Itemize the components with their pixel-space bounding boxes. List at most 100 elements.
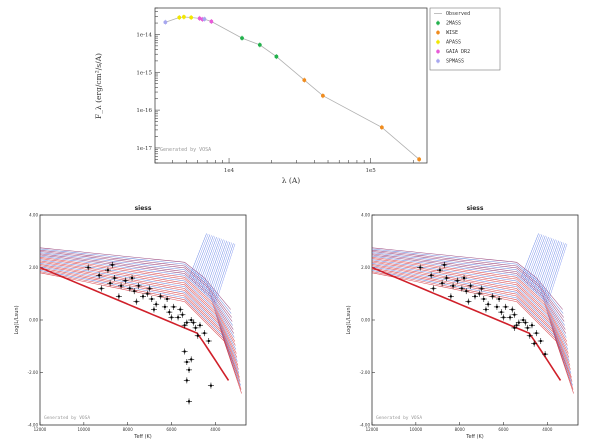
hr-left-isochrone <box>39 252 233 326</box>
hr-right-track <box>526 235 546 285</box>
hr-right-track <box>528 236 548 286</box>
hr-right-track <box>542 241 563 300</box>
hr-left-track <box>215 243 236 305</box>
hr-right-isochrone <box>371 253 566 330</box>
hr-right-isochrone <box>371 263 570 362</box>
hr-right-star-point <box>441 282 444 285</box>
hr-right-isochrone <box>371 251 565 322</box>
hr-left-zams-line <box>39 266 230 381</box>
hr-right-y-tick-label: 0.00 <box>361 318 370 323</box>
sed-watermark: Generated by VOSA <box>160 147 211 153</box>
hr-left-star-point <box>198 324 201 327</box>
hr-left-x-tick-label: 12000 <box>34 427 47 432</box>
hr-left-star-point <box>117 295 120 298</box>
hr-left-isochrone <box>39 265 239 370</box>
hr-left-star-point <box>106 269 109 272</box>
hr-left-isochrone <box>39 251 233 322</box>
hr-left-star-point <box>170 316 173 319</box>
hr-left-track <box>190 233 209 280</box>
hr-right-star-point <box>452 284 455 287</box>
hr-left-x-tick-label: 6000 <box>166 427 177 432</box>
hr-right-isochrone <box>371 267 572 378</box>
hr-right-star-point <box>491 295 494 298</box>
hr-left-star-point <box>120 284 123 287</box>
hr-left-xlabel: Teff (K) <box>133 434 152 440</box>
hr-right-star-point <box>460 287 463 290</box>
hr-left-star-point <box>133 290 136 293</box>
hr-left-isochrone <box>39 248 232 314</box>
hr-right-track <box>539 240 559 297</box>
hr-left-star-point <box>172 305 175 308</box>
hr-right-star-point <box>530 324 533 327</box>
hr-right-star-point <box>465 290 468 293</box>
legend-label: Observed <box>446 11 470 17</box>
hr-right-isochrone <box>371 247 563 310</box>
hr-right-x-tick-label: 4000 <box>542 427 553 432</box>
sed-point-apass <box>189 15 194 20</box>
hr-left-isochrone <box>39 254 235 334</box>
sed-xlabel: λ (A) <box>282 176 300 185</box>
hr-right-star-point <box>438 269 441 272</box>
hr-right-isochrone <box>371 257 568 342</box>
hr-left-y-tick-label: 4.00 <box>29 213 38 218</box>
hr-left-star-point <box>146 292 149 295</box>
hr-left-star-point <box>113 277 116 279</box>
hr-right-x-tick-label: 8000 <box>455 427 466 432</box>
legend-label: SPMASS <box>446 59 464 65</box>
sed-legend: Observed 2MASS WISE APASS GAIA DR2 SPMASS <box>429 7 501 71</box>
hr-right-title: siess <box>467 205 484 212</box>
hr-left-star-point <box>168 311 171 314</box>
hr-left-star-point <box>190 358 193 361</box>
sed-y-tick-label: 1e-17 <box>136 146 152 152</box>
hr-left-track <box>204 239 224 294</box>
hr-right-star-point <box>544 353 547 356</box>
hr-right-track <box>534 238 554 292</box>
hr-left-star-point <box>100 287 103 290</box>
hr-left-isochrone <box>39 263 238 362</box>
hr-right-star-point <box>539 340 542 342</box>
hr-left-x-tick-label: 4000 <box>210 427 221 432</box>
hr-right-star-point <box>498 298 501 300</box>
hr-right-star-point <box>495 305 498 308</box>
sed-point-apass <box>177 15 182 20</box>
hr-right-isochrone <box>371 268 573 382</box>
hr-right-star-point <box>467 300 470 303</box>
hr-right-isochrone <box>371 249 564 318</box>
hr-left-track <box>193 235 212 283</box>
sed-point-apass <box>182 15 186 19</box>
hr-left-track <box>202 238 222 292</box>
hr-left-isochrone <box>39 259 237 350</box>
hr-right-track <box>533 238 553 291</box>
legend-label: APASS <box>446 40 461 46</box>
hr-left-title: siess <box>135 205 152 212</box>
hr-right-star-point <box>487 303 490 306</box>
hr-right-track <box>536 239 556 294</box>
hr-right-star-point <box>480 287 483 290</box>
hr-left-isochrone <box>39 261 238 358</box>
hr-right-star-point <box>430 274 433 277</box>
legend-point-swatch <box>436 40 440 44</box>
hr-left-y-tick-label: 2.00 <box>29 265 38 270</box>
hr-right-star-point <box>502 316 505 319</box>
hr-left-star-point <box>183 324 186 327</box>
sed-point-wise <box>302 78 307 83</box>
sed-point-2mass <box>257 42 262 47</box>
hr-left-star-point <box>192 321 195 324</box>
hr-diagram-right: siess Teff (K) Log(L/Lsun) Generated by … <box>346 205 579 440</box>
hr-diagram-left: siess Teff (K) Log(L/Lsun) Generated by … <box>14 205 247 440</box>
hr-right-x-tick-label: 6000 <box>498 427 509 432</box>
hr-left-isochrone <box>39 264 239 366</box>
sed-legend-box <box>429 7 501 71</box>
hr-right-star-point <box>517 321 520 324</box>
hr-left-star-point <box>159 295 162 298</box>
hr-right-star-point <box>419 266 422 269</box>
hr-right-star-point <box>513 313 516 316</box>
hr-left-star-point <box>207 340 210 342</box>
sed-point-spmass <box>163 20 168 25</box>
hr-left-track <box>207 240 227 297</box>
sed-point-wise <box>417 157 422 162</box>
hr-right-track <box>523 234 543 282</box>
hr-left-isochrone <box>39 260 237 354</box>
hr-left-star-point <box>135 300 138 303</box>
sed-y-tick-label: 1e-16 <box>136 108 152 114</box>
